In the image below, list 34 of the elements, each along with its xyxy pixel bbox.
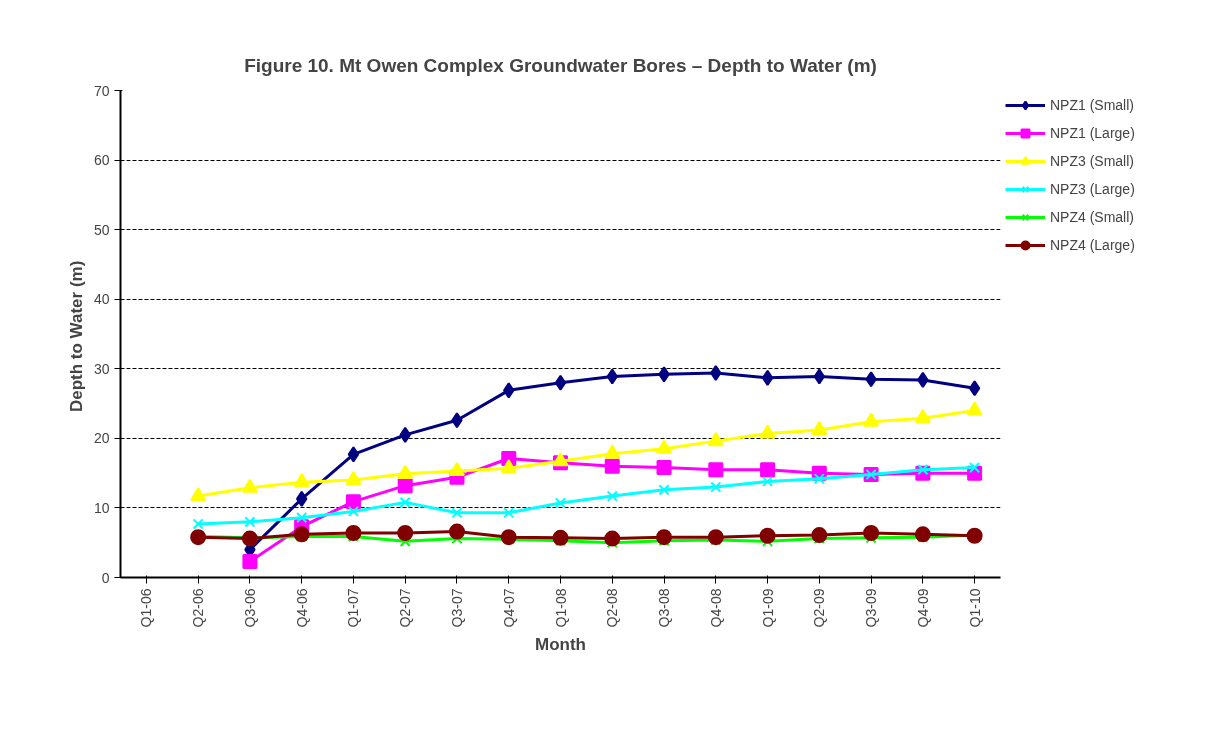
y-tick-label: 30 xyxy=(93,360,110,377)
chart-title: Figure 10. Mt Owen Complex Groundwater Bores – Depth to Water (m) xyxy=(244,54,877,76)
x-tick-label: Q1-06 xyxy=(138,588,155,628)
x-tick-label: Q2-06 xyxy=(190,588,207,628)
x-tick-label: Q4-07 xyxy=(500,588,517,628)
x-tick-label: Q1-07 xyxy=(345,588,362,628)
y-tick-label: 40 xyxy=(93,291,110,308)
y-tick-label: 70 xyxy=(93,82,110,99)
x-tick-label: Q2-07 xyxy=(397,588,414,628)
y-axis-title: Depth to Water (m) xyxy=(66,260,86,413)
x-tick-label: Q1-08 xyxy=(552,588,569,628)
legend-label: NPZ1 (Small) xyxy=(1050,97,1135,113)
x-tick-label: Q3-09 xyxy=(863,588,880,628)
x-axis-title: Month xyxy=(535,635,586,655)
legend-label: NPZ3 (Large) xyxy=(1050,181,1135,197)
x-tick-label: Q3-07 xyxy=(448,588,465,628)
legend-label: NPZ3 (Small) xyxy=(1050,153,1135,169)
x-tick-label: Q4-08 xyxy=(707,588,724,628)
x-tick-label: Q3-06 xyxy=(241,588,258,628)
y-tick-label: 60 xyxy=(93,152,110,169)
x-tick-label: Q1-09 xyxy=(759,588,776,628)
legend-label: NPZ4 (Small) xyxy=(1050,209,1135,225)
y-tick-label: 10 xyxy=(93,499,110,516)
y-tick-label: 0 xyxy=(101,569,110,586)
x-tick-label: Q4-06 xyxy=(293,588,310,628)
x-tick-label: Q2-09 xyxy=(811,588,828,628)
legend-label: NPZ1 (Large) xyxy=(1050,125,1135,141)
y-tick-label: 20 xyxy=(93,430,110,447)
x-tick-label: Q2-08 xyxy=(604,588,621,628)
x-tick-label: Q3-08 xyxy=(656,588,673,628)
x-tick-label: Q1-10 xyxy=(966,588,983,628)
x-tick-label: Q4-09 xyxy=(914,588,931,628)
y-tick-label: 50 xyxy=(93,221,110,238)
legend-label: NPZ4 (Large) xyxy=(1050,237,1135,253)
